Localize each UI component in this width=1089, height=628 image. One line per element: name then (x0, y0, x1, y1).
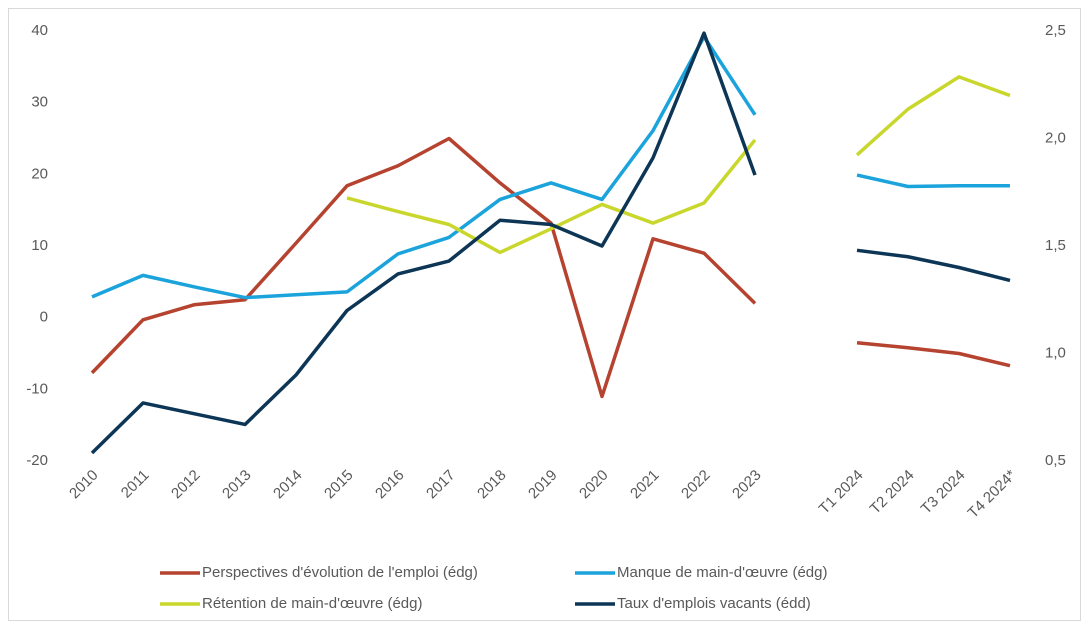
y2-tick-label: 1,0 (1045, 344, 1066, 361)
y-tick-label: 20 (31, 165, 48, 182)
legend-label: Perspectives d'évolution de l'emploi (éd… (202, 564, 478, 581)
series-line (346, 75, 1011, 255)
y-tick-label: 0 (40, 309, 48, 326)
legend-label: Taux d'emplois vacants (édd) (617, 595, 811, 612)
chart-border (8, 8, 1081, 621)
y-tick-label: 40 (31, 22, 48, 39)
legend-label: Manque de main-d'œuvre (édg) (617, 564, 827, 581)
y-tick-label: -10 (26, 380, 48, 397)
y-tick-label: 30 (31, 94, 48, 111)
series-line (91, 34, 1010, 300)
y2-tick-label: 2,0 (1045, 129, 1066, 146)
y2-tick-label: 2,5 (1045, 22, 1066, 39)
y-tick-label: 10 (31, 237, 48, 254)
legend-label: Rétention de main-d'œuvre (édg) (202, 595, 422, 612)
series-line (90, 136, 1011, 399)
y2-tick-label: 0,5 (1045, 452, 1066, 469)
y-tick-label: -20 (26, 452, 48, 469)
series-line (90, 31, 1011, 455)
y2-tick-label: 1,5 (1045, 237, 1066, 254)
